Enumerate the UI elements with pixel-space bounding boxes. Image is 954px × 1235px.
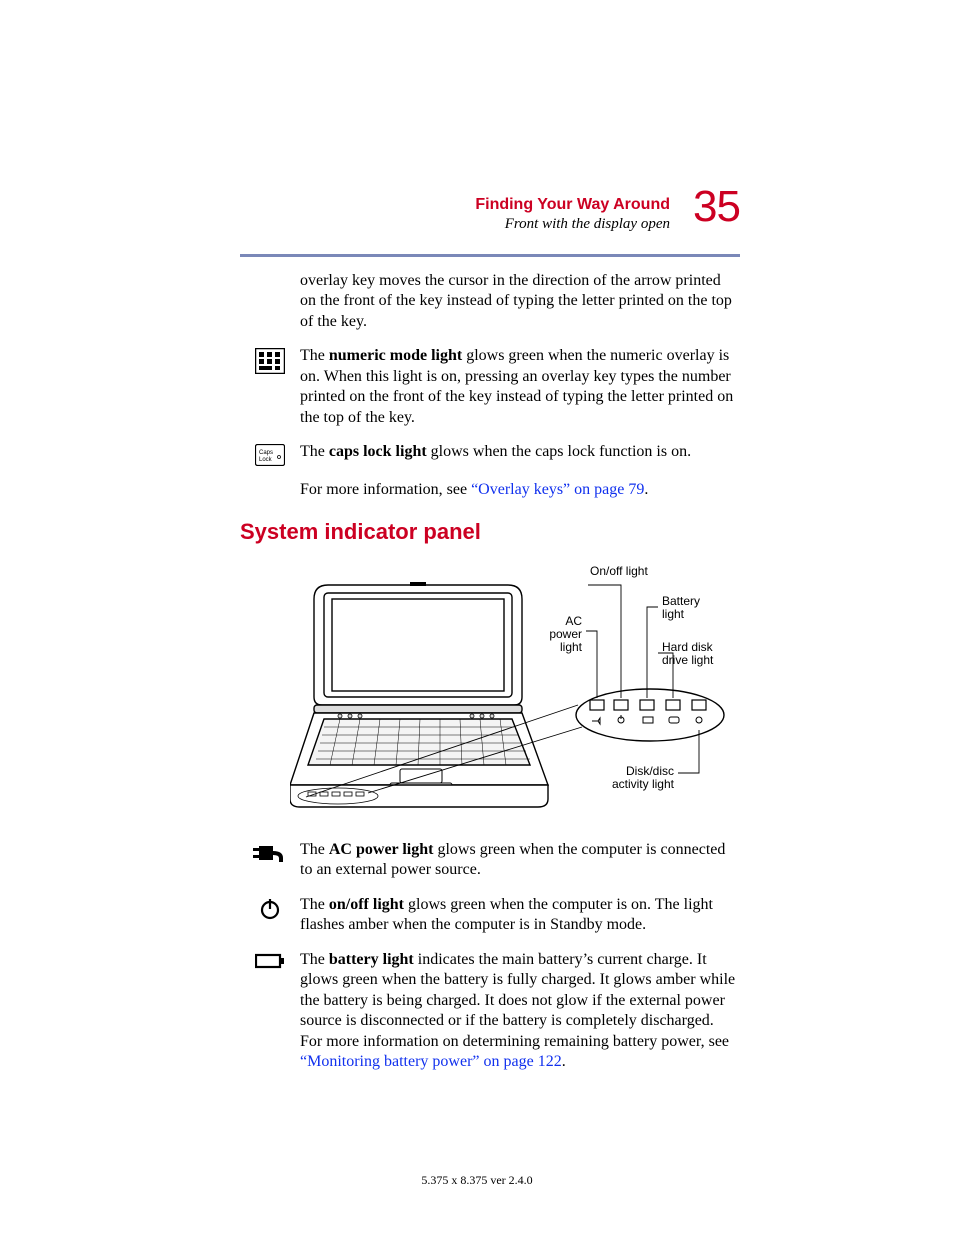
bold-term: numeric mode light [329, 347, 462, 364]
text-span: The [300, 951, 329, 968]
text-span: The [300, 841, 329, 858]
chapter-title: Finding Your Way Around [475, 196, 670, 214]
text-span: The [300, 896, 329, 913]
page-header: Finding Your Way Around Front with the d… [240, 190, 740, 250]
more-info-paragraph: For more information, see “Overlay keys”… [300, 480, 740, 500]
onoff-row: The on/off light glows green when the co… [300, 895, 740, 936]
system-indicator-diagram: On/off light Battery light AC power ligh… [290, 555, 740, 820]
label-hdd-2: drive light [662, 653, 714, 667]
bold-term: on/off light [329, 896, 404, 913]
battery-paragraph: The battery light indicates the main bat… [300, 950, 740, 1073]
page-content: Finding Your Way Around Front with the d… [240, 190, 740, 1086]
caps-lock-paragraph: The caps lock light glows when the caps … [300, 442, 740, 462]
section-heading: System indicator panel [240, 519, 740, 545]
caps-lock-row: Caps Lock The caps lock light glows when… [300, 442, 740, 466]
bold-term: battery light [329, 951, 414, 968]
label-hdd-1: Hard disk [662, 640, 714, 654]
ac-power-paragraph: The AC power light glows green when the … [300, 840, 740, 881]
onoff-paragraph: The on/off light glows green when the co… [300, 895, 740, 936]
ac-power-row: The AC power light glows green when the … [300, 840, 740, 881]
label-disk-1: Disk/disc [626, 764, 674, 778]
intro-paragraph: overlay key moves the cursor in the dire… [300, 271, 740, 332]
label-onoff: On/off light [590, 564, 648, 578]
label-ac-3: light [560, 640, 583, 654]
page-footer: 5.375 x 8.375 ver 2.4.0 [0, 1173, 954, 1188]
caps-lock-key-icon: Caps Lock [255, 444, 285, 466]
numeric-mode-paragraph: The numeric mode light glows green when … [300, 346, 740, 428]
text-span: . [644, 481, 648, 498]
svg-text:Caps: Caps [259, 450, 273, 456]
numeric-keypad-icon [255, 348, 285, 374]
overlay-keys-link[interactable]: “Overlay keys” on page 79 [471, 481, 644, 498]
section-subtitle: Front with the display open [475, 216, 670, 233]
ac-plug-icon [253, 842, 287, 866]
bold-term: caps lock light [329, 443, 427, 460]
numeric-mode-row: The numeric mode light glows green when … [300, 346, 740, 428]
battery-icon [255, 952, 285, 970]
label-ac-1: AC [565, 614, 582, 628]
label-battery-2: light [662, 607, 685, 621]
label-ac-2: power [549, 627, 582, 641]
label-disk-2: activity light [612, 777, 675, 791]
text-span: glows when the caps lock function is on. [427, 443, 691, 460]
text-span: . [562, 1053, 566, 1070]
page-number: 35 [693, 182, 740, 232]
text-span: For more information, see [300, 481, 471, 498]
bold-term: AC power light [329, 841, 434, 858]
label-battery-1: Battery [662, 594, 700, 608]
text-span: The [300, 443, 329, 460]
svg-text:Lock: Lock [259, 457, 273, 463]
body-column: overlay key moves the cursor in the dire… [300, 271, 740, 1072]
monitoring-battery-link[interactable]: “Monitoring battery power” on page 122 [300, 1053, 562, 1070]
power-icon [258, 897, 282, 921]
battery-row: The battery light indicates the main bat… [300, 950, 740, 1073]
text-span: The [300, 347, 329, 364]
header-rule [240, 254, 740, 257]
